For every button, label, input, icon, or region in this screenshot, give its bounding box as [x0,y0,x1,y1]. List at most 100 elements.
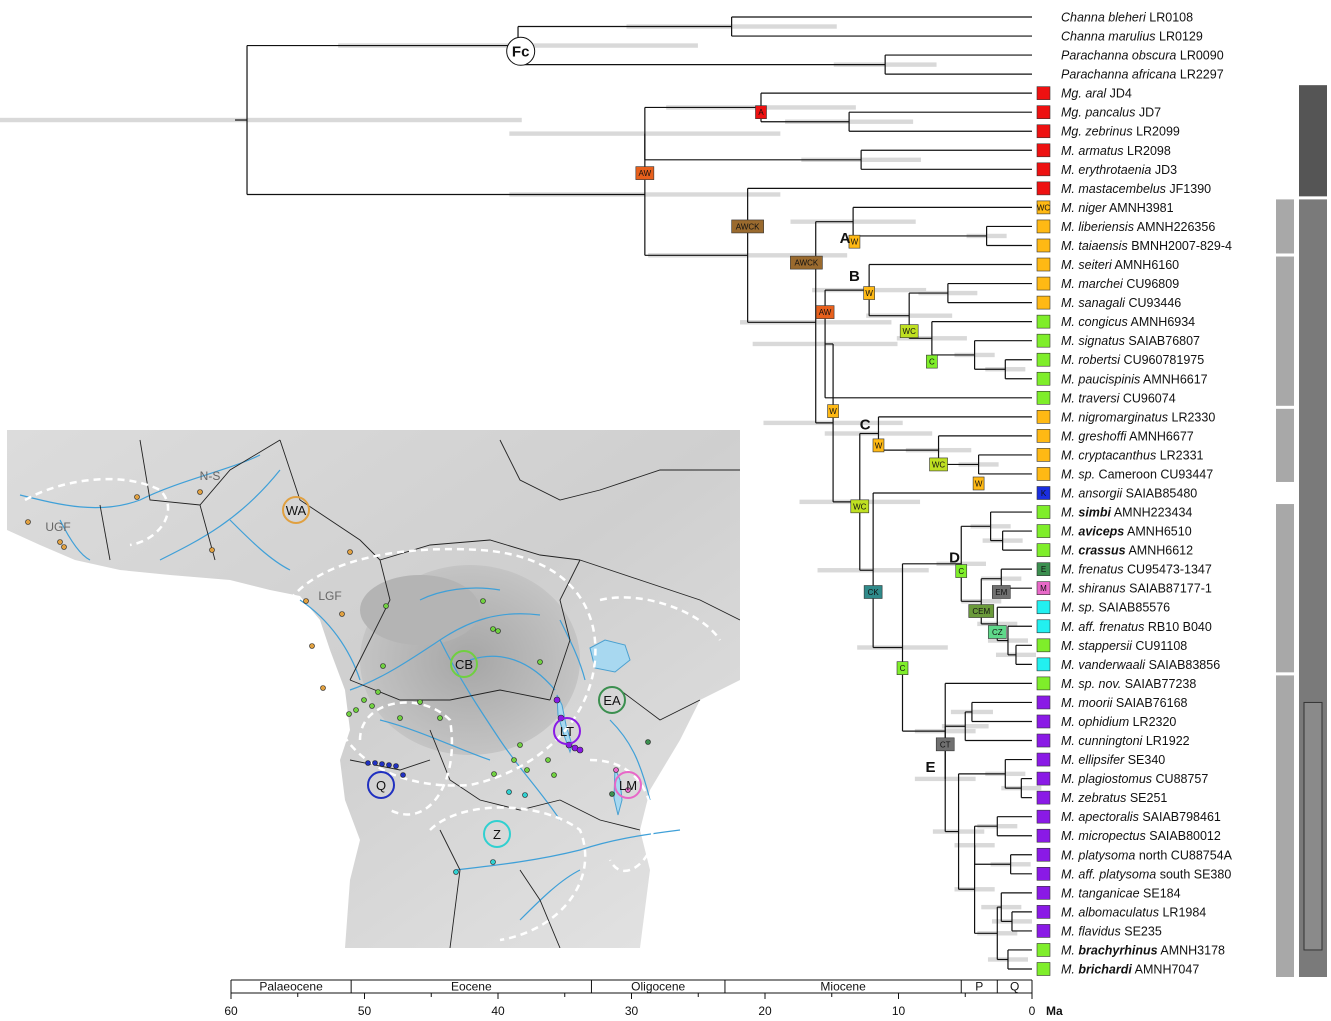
tip-label: M. congicus AMNH6934 [1061,315,1195,329]
tip-area-box [1036,657,1051,672]
tip-code: CU93446 [1128,296,1181,310]
tip-label: M. aff. platysoma south SE380 [1061,867,1231,881]
node-area-code: A [758,108,764,117]
tip-area-box [1036,505,1051,519]
tip-genus: M. [1061,410,1075,424]
tip-code: LR2330 [1172,410,1216,424]
tip-label: M. tanganicae SE184 [1061,886,1181,900]
tip-area-box [1036,143,1051,158]
epoch-label: Oligocene [631,980,685,994]
area-bar [1276,199,1294,254]
node-area-code: CEM [972,607,990,616]
tip-genus: M. [1061,487,1075,501]
tip-genus: Mg. [1061,87,1082,101]
area-bar [1276,256,1294,406]
tip-species: aff. frenatus [1078,620,1144,634]
tip-genus: M. [1061,144,1075,158]
tip-genus: M. [1061,163,1075,177]
tip-area-box [1036,543,1051,557]
tip-species: sp. [1078,601,1095,615]
tip-species: aff. platysoma [1078,867,1156,881]
tip-label: M. platysoma north CU88754A [1061,848,1233,862]
epoch-label: Eocene [451,980,492,994]
tip-code: AMNH3981 [1109,201,1174,215]
epoch-label: Palaeocene [259,980,323,994]
tip-area-box [1036,866,1051,881]
tip-species: micropectus [1078,829,1145,843]
tip-label: Mg. pancalus JD7 [1061,106,1161,120]
tip-code: CU91108 [1135,639,1187,653]
tip-area-box [1036,638,1051,653]
tip-area-box [1036,200,1051,215]
tip-code: SE235 [1124,924,1162,938]
tip-genus: M. [1061,525,1075,539]
tip-area-box [1036,581,1051,596]
tip-label: M. zebratus SE251 [1061,791,1167,805]
tip-label: M. shiranus SAIAB87177-1 [1061,582,1212,596]
tip-area-box [1036,314,1051,329]
tip-area-box [1036,429,1051,443]
tip-genus: Channa [1061,30,1105,44]
node-area-code: CT [940,740,951,749]
tip-label: M. niger AMNH3981 [1061,201,1174,215]
tip-area-box [1036,962,1051,976]
node-area-code: C [958,567,964,576]
tip-area-box [1036,752,1051,767]
node-circle-label: Fc [512,43,530,60]
node-area-code: WC [903,327,917,336]
tip-genus: M. [1061,182,1075,196]
tip-species: aviceps [1078,525,1124,539]
tip-label: Parachanna obscura LR0090 [1061,49,1224,63]
tip-code: SAIAB83856 [1149,658,1221,672]
tip-label: M. sp. SAIAB85576 [1061,601,1170,615]
tip-label: M. liberiensis AMNH226356 [1061,220,1215,234]
map-region-circle [614,771,642,799]
tip-species: erythrotaenia [1078,163,1151,177]
map-region-circle [450,650,478,678]
tip-label: Parachanna africana LR2297 [1061,68,1224,82]
tip-area-box [1036,124,1051,139]
node-area-code: AWCK [736,222,760,231]
tip-code: LR1984 [1162,905,1206,919]
node-area-box [850,499,870,514]
tip-label: M. ellipsifer SE340 [1061,753,1165,767]
tip-area-box [1036,924,1051,938]
hpd-bar [0,117,522,123]
tip-area-box [1036,733,1051,748]
tip-species: robertsi [1078,353,1121,367]
tip-label: M. nigromarginatus LR2330 [1061,410,1215,424]
tip-label: M. stappersii CU91108 [1061,639,1187,653]
tip-label: M. brachyrhinus AMNH3178 [1061,943,1225,957]
node-area-code: AW [819,308,832,317]
tip-code: SAIAB85576 [1099,601,1171,615]
tip-species: crassus [1078,544,1125,558]
node-area-code: CZ [992,628,1003,637]
tip-area-box [1036,390,1051,405]
ocean [7,530,360,948]
epoch-label: Miocene [820,980,866,994]
tip-code: AMNH7047 [1135,963,1200,977]
tip-area-box [1036,467,1051,481]
map-region-circle [553,717,581,745]
node-area-code: AW [639,169,652,178]
tip-genus: Parachanna [1061,49,1128,63]
tip-code: RB10 B040 [1148,620,1212,634]
tip-area-code: E [1041,565,1046,574]
tip-code: SAIAB76168 [1116,696,1188,710]
epoch-label: Q [1010,980,1019,994]
tip-code: CU960781975 [1124,353,1205,367]
tip-species: nigromarginatus [1078,410,1168,424]
tip-code: LR2320 [1133,715,1177,729]
tip-area-box [1036,714,1051,729]
map-labels: UGF N-S LGF WA CB EA LT Q LM Z [45,469,642,848]
tip-species: sp. [1078,467,1095,481]
tip-label: M. ophidium LR2320 [1061,715,1176,729]
tip-label: M. mastacembelus JF1390 [1061,182,1211,196]
tip-label: M. albomaculatus LR1984 [1061,905,1206,919]
tip-genus: M. [1061,315,1075,329]
tip-area-box [1036,905,1051,919]
tip-area-box [1036,105,1051,119]
tip-species: frenatus [1078,563,1123,577]
area-bar [1276,408,1294,482]
